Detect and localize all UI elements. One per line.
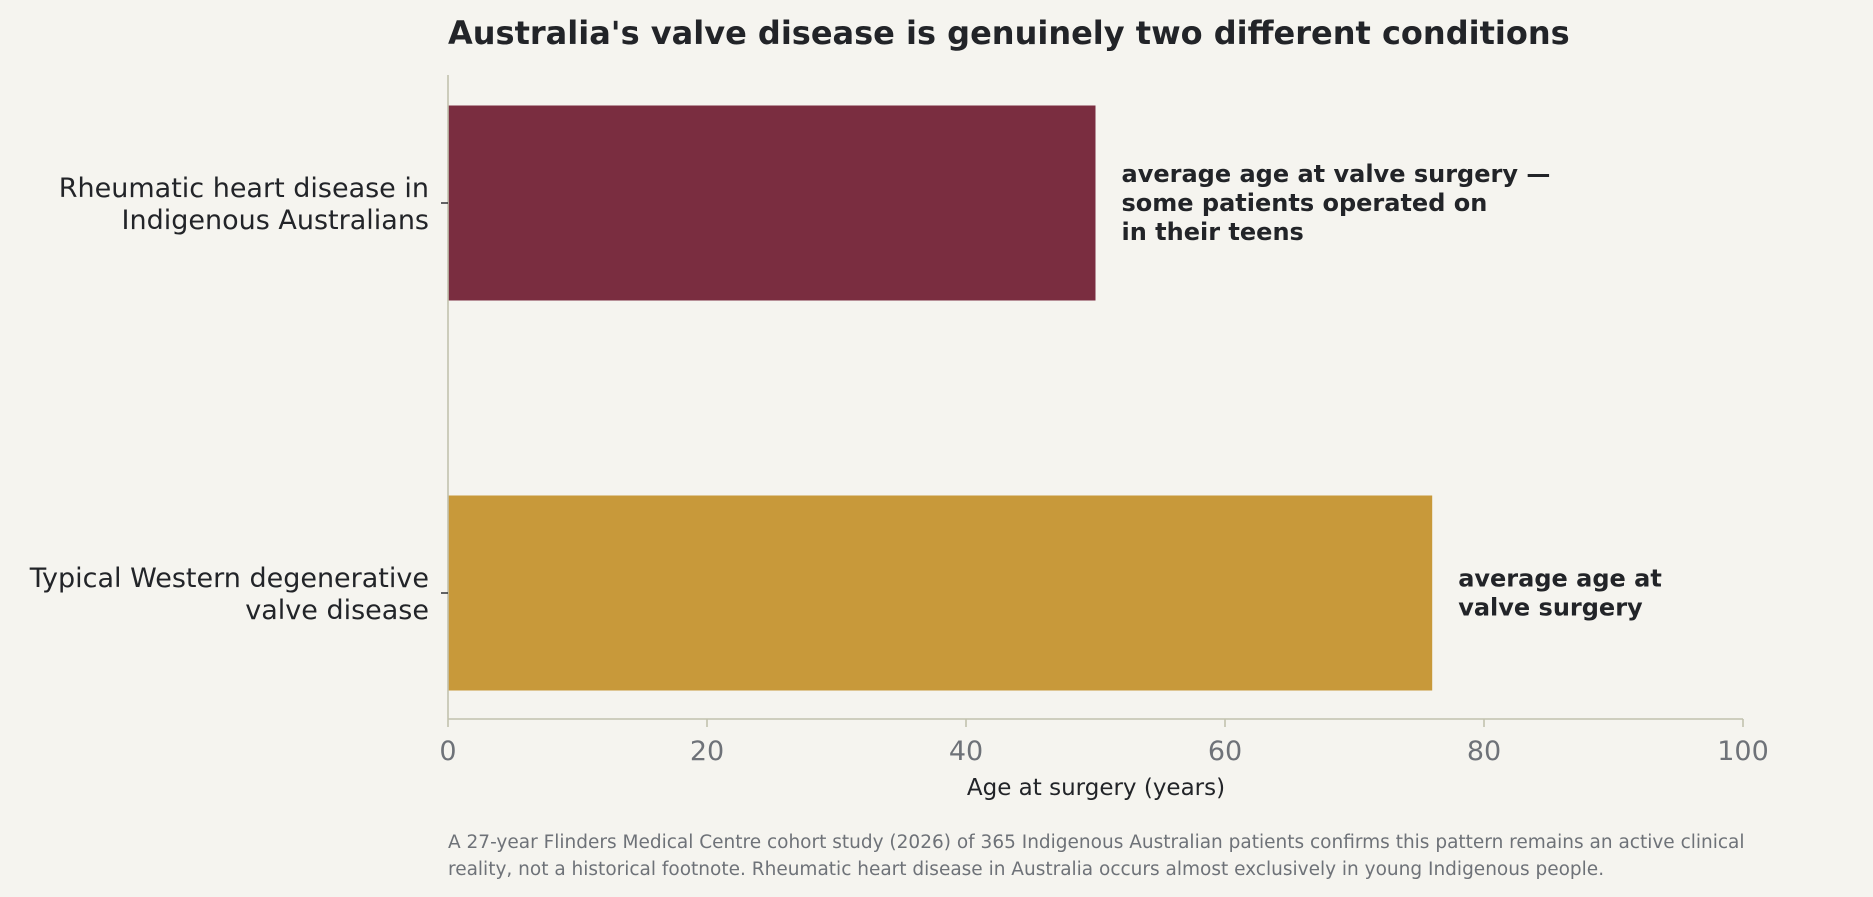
- axes-layer: [441, 75, 1744, 727]
- chart-title: Australia's valve disease is genuinely t…: [448, 14, 1570, 52]
- x-axis-label: Age at surgery (years): [967, 775, 1225, 801]
- labels-layer: 0 20 40 60 80 100 Rheumatic heart disease in In…: [29, 160, 1769, 767]
- x-tick-label-5: 100: [1717, 736, 1769, 767]
- x-tick-label-4: 80: [1467, 736, 1501, 767]
- annotation-1: average age at valve surgery: [1458, 565, 1662, 622]
- bar-1: [448, 495, 1433, 691]
- x-tick-label-1: 20: [690, 736, 724, 767]
- bars-layer: [448, 105, 1433, 691]
- category-label-1: Typical Western degenerative valve diseas…: [29, 563, 429, 626]
- bar-0: [448, 105, 1096, 301]
- annotation-0: average age at valve surgery — some patie…: [1122, 160, 1551, 246]
- footnote-text: A 27-year Flinders Medical Centre cohort…: [448, 832, 1745, 880]
- x-tick-label-0: 0: [439, 736, 456, 767]
- x-tick-label-2: 40: [949, 736, 983, 767]
- x-tick-label-3: 60: [1208, 736, 1242, 767]
- category-label-0: Rheumatic heart disease in Indigenous Aus…: [59, 173, 429, 236]
- footnote: A 27-year Flinders Medical Centre cohort…: [448, 832, 1745, 880]
